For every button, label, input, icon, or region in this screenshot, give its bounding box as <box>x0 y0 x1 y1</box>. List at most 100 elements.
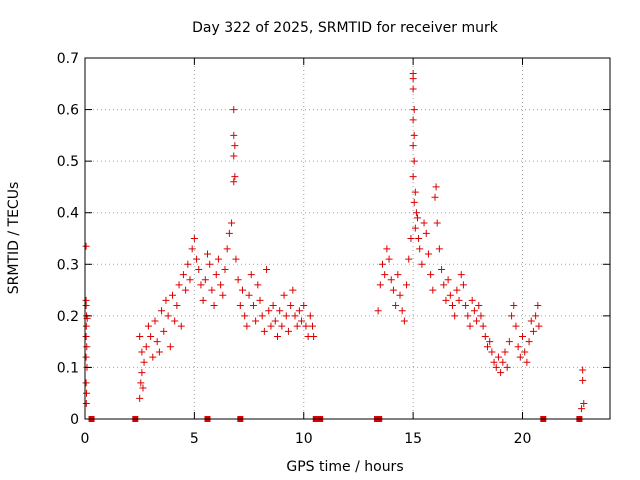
data-point <box>278 322 286 330</box>
data-point <box>444 276 452 284</box>
data-point <box>276 307 284 315</box>
data-point <box>82 400 90 408</box>
data-point <box>184 260 192 268</box>
data-point <box>193 255 201 263</box>
data-point <box>295 307 303 315</box>
y-tick-label: 0 <box>70 412 79 428</box>
data-point <box>400 317 408 325</box>
data-point <box>82 379 90 387</box>
data-point <box>529 327 537 335</box>
data-point <box>508 312 516 320</box>
data-point <box>433 219 441 227</box>
data-point <box>410 106 418 114</box>
data-point <box>289 286 297 294</box>
data-point <box>258 312 266 320</box>
data-point <box>147 332 155 340</box>
data-point <box>300 302 308 310</box>
data-point <box>376 281 384 289</box>
data-point <box>409 75 417 83</box>
data-point <box>274 332 281 340</box>
data-point <box>462 302 470 310</box>
data-point <box>83 343 91 351</box>
data-point <box>409 85 417 93</box>
data-point <box>451 312 459 320</box>
data-point <box>424 250 432 258</box>
data-point <box>512 322 520 330</box>
data-point <box>236 302 244 310</box>
data-point <box>494 353 502 361</box>
data-point <box>387 276 395 284</box>
data-point <box>422 229 430 237</box>
data-point <box>82 302 90 310</box>
data-point <box>271 317 279 325</box>
data-point <box>473 317 481 325</box>
data-point <box>214 255 222 263</box>
data-point <box>160 327 168 335</box>
data-point <box>468 296 476 304</box>
data-point <box>488 348 496 356</box>
data-point <box>195 265 203 273</box>
data-point <box>418 260 426 268</box>
data-point <box>486 338 494 346</box>
data-point <box>385 255 393 263</box>
data-point <box>166 343 174 351</box>
data-point <box>501 348 509 356</box>
data-point <box>427 271 435 279</box>
data-point <box>82 353 90 361</box>
data-point <box>394 271 402 279</box>
data-point <box>254 281 262 289</box>
data-point <box>153 338 161 346</box>
data-point <box>158 307 166 315</box>
data-point <box>230 106 238 114</box>
data-point <box>136 332 144 340</box>
data-point <box>188 245 196 253</box>
data-point <box>269 302 277 310</box>
data-point <box>415 235 423 242</box>
data-point <box>139 384 147 392</box>
data-point <box>449 302 456 310</box>
data-point <box>204 250 211 258</box>
data-point <box>440 281 448 289</box>
tick-labels: 0 0.1 0.2 0.3 0.4 0.5 0.6 0.7 0 5 10 15 20 <box>57 51 532 447</box>
data-point <box>580 400 588 408</box>
data-point <box>432 183 440 191</box>
data-point <box>223 245 231 253</box>
data-point <box>144 322 152 330</box>
data-point <box>525 338 533 346</box>
data-point <box>140 358 148 366</box>
data-point <box>162 296 170 304</box>
data-point <box>247 271 255 279</box>
data-point <box>151 317 159 325</box>
data-point <box>228 219 236 227</box>
data-point <box>182 286 190 294</box>
data-point <box>499 358 507 366</box>
data-point <box>392 302 400 310</box>
data-point <box>164 312 172 320</box>
data-point <box>470 307 478 315</box>
data-point <box>479 322 487 330</box>
data-point <box>231 142 239 150</box>
data-point <box>230 178 238 186</box>
data-point <box>265 307 273 315</box>
data-point <box>405 255 413 263</box>
data-point <box>260 327 268 335</box>
data-point <box>459 281 467 289</box>
data-point <box>411 224 419 232</box>
data-point <box>284 327 292 335</box>
data-point <box>298 317 306 325</box>
data-point <box>138 369 146 377</box>
y-tick-label: 0.5 <box>57 154 79 170</box>
data-point <box>197 281 205 289</box>
data-point <box>490 358 498 366</box>
data-point <box>409 116 417 124</box>
data-point <box>475 302 483 310</box>
data-point <box>416 245 424 253</box>
data-point <box>306 312 314 320</box>
data-point <box>173 302 181 310</box>
data-point <box>155 348 163 356</box>
data-point <box>497 369 505 377</box>
data-point <box>379 260 386 268</box>
data-point <box>532 312 540 320</box>
data-point <box>267 322 275 330</box>
